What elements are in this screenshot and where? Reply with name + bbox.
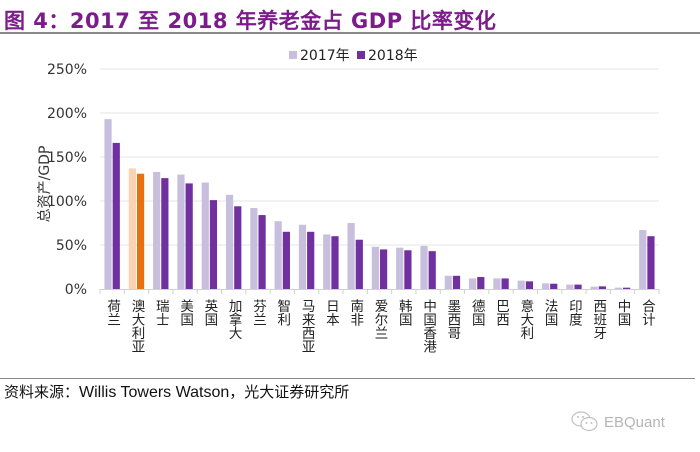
chart-title: 图 4：2017 至 2018 年养老金占 GDP 比率变化 <box>4 9 497 33</box>
bar-2018 <box>452 275 461 289</box>
bar-2018 <box>477 277 485 289</box>
bar-2018 <box>136 173 145 289</box>
x-tick-label: 加拿大 <box>226 299 243 340</box>
source-divider <box>0 378 695 379</box>
wechat-icon <box>571 411 598 432</box>
x-tick-label: 英国 <box>201 298 218 327</box>
bar-2017 <box>541 283 550 289</box>
x-tick-label: 芬兰 <box>250 299 267 326</box>
bar-2018 <box>234 206 242 289</box>
bar-2018 <box>282 231 290 289</box>
legend: 2017年 2018年 <box>289 48 418 64</box>
bar-2017 <box>444 275 452 289</box>
source-name: Willis Towers Watson <box>79 384 230 401</box>
bar-2018 <box>598 286 606 289</box>
x-tick-label: 德国 <box>469 299 486 327</box>
bar-2017 <box>639 230 647 289</box>
x-tick-label: 合计 <box>639 299 656 327</box>
bar-2017 <box>420 245 428 289</box>
bar-2018 <box>331 236 339 289</box>
gridlines <box>100 68 659 246</box>
bar-2017 <box>517 280 525 289</box>
bar-2018 <box>258 215 266 289</box>
y-axis-label: 总资产/GDP <box>37 146 53 223</box>
y-tick-label: 0% <box>65 282 87 298</box>
bar-2018 <box>623 287 631 289</box>
bar-2017 <box>371 246 379 289</box>
x-axis <box>99 289 660 294</box>
bar-2018 <box>380 249 388 289</box>
bar-2017 <box>177 174 185 289</box>
bar-2017 <box>104 119 112 289</box>
x-tick-label: 中国香港 <box>420 299 437 354</box>
watermark: EBQuant <box>570 410 665 434</box>
source-suffix: ，光大证券研究所 <box>229 383 350 401</box>
watermark-text: EBQuant <box>604 413 665 431</box>
bar-2017 <box>250 208 258 289</box>
bar-2018 <box>307 231 315 289</box>
x-tick-label: 马来西亚 <box>299 299 316 353</box>
y-tick-label: 150% <box>47 150 87 166</box>
x-tick-label: 西班牙 <box>590 299 607 341</box>
bar-2017 <box>128 168 136 289</box>
x-axis-labels: 荷兰 澳大利亚 瑞士 美国 英国 加拿大 芬兰 智利 马来西亚 日本 南非 爱尔兰 韩国 中国香港 墨西哥德… <box>104 298 655 354</box>
bar-2017 <box>323 234 331 289</box>
y-tick-label: 100% <box>47 194 87 210</box>
bar-2017 <box>274 221 282 289</box>
bar-2017 <box>153 171 161 289</box>
y-tick-label: 250% <box>47 62 87 78</box>
x-tick-label: 法国 <box>542 299 559 327</box>
bar-2017 <box>493 278 501 289</box>
x-tick-label: 美国 <box>177 299 194 327</box>
source-note: 资料来源：Willis Towers Watson，光大证券研究所 <box>4 381 349 402</box>
bar-2018 <box>209 200 218 289</box>
bar-2017 <box>225 194 234 289</box>
bars <box>104 119 655 289</box>
x-tick-label: 印度 <box>566 299 583 327</box>
bar-2018 <box>647 236 655 289</box>
bar-2017 <box>347 223 355 289</box>
bar-2017 <box>201 182 209 289</box>
bar-2018 <box>550 283 558 289</box>
bar-2017 <box>469 278 477 289</box>
bar-2018 <box>355 239 363 289</box>
x-tick-label: 巴西 <box>493 299 510 326</box>
legend-label: 2018年 <box>368 48 418 64</box>
legend-swatch-2017 <box>289 51 297 59</box>
y-tick-label: 50% <box>56 238 87 254</box>
bar-2018 <box>404 250 412 289</box>
x-tick-label: 意大利 <box>517 298 534 340</box>
bar-2018 <box>428 251 436 289</box>
bar-chart: 0% 50% 100% 150% 200% 250% 总资产/GDP 荷兰 澳大利亚 瑞士 美国… <box>37 48 660 354</box>
bar-2017 <box>298 224 307 289</box>
x-tick-label: 南非 <box>347 299 364 327</box>
bar-2018 <box>161 178 169 289</box>
bar-2018 <box>525 281 534 289</box>
x-tick-label: 中国 <box>615 299 631 327</box>
x-tick-label: 智利 <box>274 299 291 327</box>
x-tick-label: 韩国 <box>396 299 413 327</box>
bar-2017 <box>590 286 598 289</box>
x-tick-label: 瑞士 <box>153 299 170 326</box>
y-axis-ticks: 0% 50% 100% 150% 200% 250% <box>47 62 87 298</box>
title-divider <box>0 32 700 34</box>
x-tick-label: 荷兰 <box>104 299 121 326</box>
bar-2018 <box>501 278 509 289</box>
source-prefix: 资料来源： <box>4 383 80 401</box>
x-tick-label: 日本 <box>323 299 340 326</box>
y-tick-label: 200% <box>47 106 87 122</box>
bar-2018 <box>185 183 193 289</box>
bar-2017 <box>566 284 574 289</box>
bar-2017 <box>396 247 404 289</box>
x-tick-label: 墨西哥 <box>444 299 461 340</box>
legend-swatch-2018 <box>357 51 365 59</box>
bar-2018 <box>574 284 582 289</box>
x-tick-label: 爱尔兰 <box>372 299 389 340</box>
legend-label: 2017年 <box>300 48 350 64</box>
bar-2018 <box>112 142 120 289</box>
bar-2017 <box>614 287 623 289</box>
x-tick-label: 澳大利亚 <box>128 299 145 353</box>
